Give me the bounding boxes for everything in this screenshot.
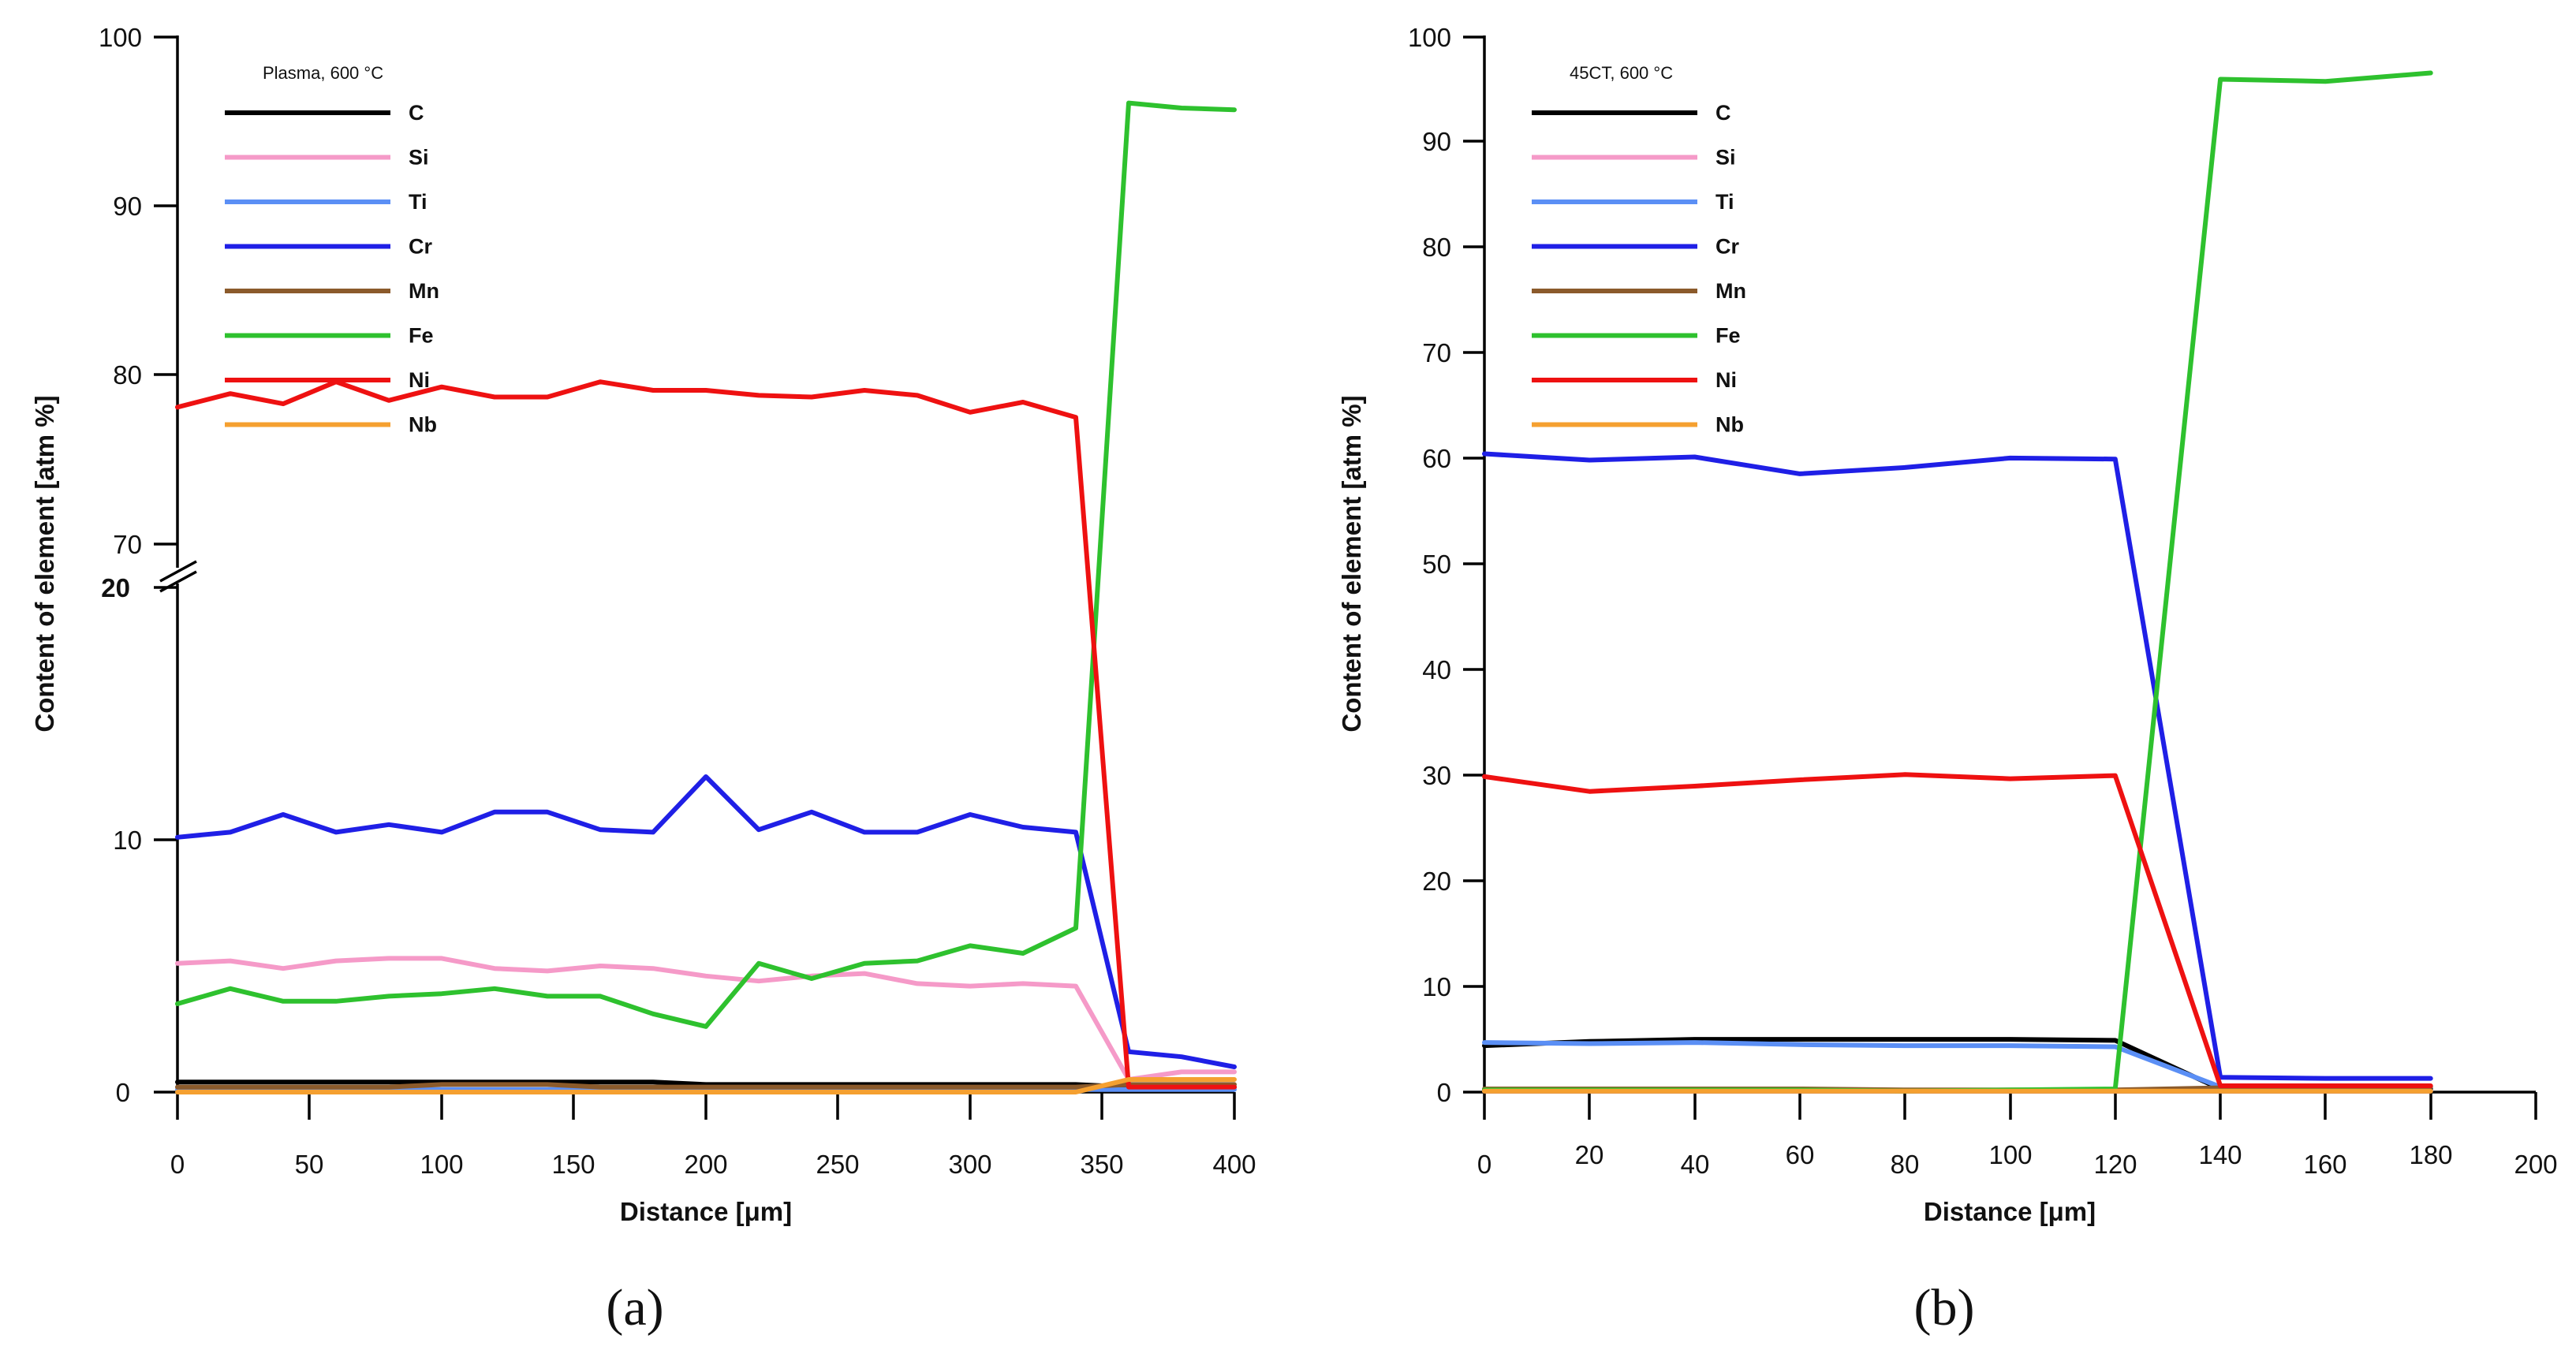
y-axis-label: Content of element [atm %] (30, 395, 59, 732)
legend-label-ni: Ni (409, 368, 430, 392)
y-tick-label: 10 (113, 826, 142, 855)
legend-label-ti: Ti (1715, 190, 1734, 214)
x-tick-label: 200 (2514, 1150, 2557, 1179)
x-tick-label: 180 (2409, 1140, 2452, 1169)
series-group-b (1482, 70, 2433, 1094)
x-tick-label: 60 (1786, 1140, 1815, 1169)
legend-label-si: Si (1715, 146, 1736, 170)
x-tick-label: 100 (1988, 1140, 2032, 1169)
y-tick-label: 0 (116, 1078, 130, 1107)
y-ticks-upper: 70 80 90 100 (99, 23, 177, 559)
x-tick-label: 120 (2093, 1150, 2137, 1179)
legend-label-nb: Nb (409, 413, 437, 437)
legend-label-ni: Ni (1715, 368, 1737, 392)
legend-label-ti: Ti (409, 190, 427, 214)
legend-label-mn: Mn (1715, 279, 1746, 303)
series-line-cr (175, 774, 1237, 1069)
legend-label-fe: Fe (1715, 324, 1741, 348)
y-tick-label: 10 (1422, 972, 1451, 1001)
y-tick-label: 20 (1422, 867, 1451, 896)
series-line-si (175, 956, 1237, 1082)
chart-title: Plasma, 600 °C (263, 63, 383, 83)
y-ticks-lower: 0 10 20 (101, 573, 177, 1107)
x-tick-label: 40 (1681, 1150, 1710, 1179)
y-tick-label: 60 (1422, 444, 1451, 473)
x-tick-label: 300 (948, 1150, 991, 1179)
y-tick-label: 0 (1437, 1078, 1451, 1107)
x-tick-label: 100 (420, 1150, 463, 1179)
chart-title: 45CT, 600 °C (1570, 63, 1673, 83)
x-tick-label: 0 (1477, 1150, 1491, 1179)
chart-panel-b: 0 10 20 30 40 50 60 70 80 90 100 0 20 (1337, 23, 2558, 1337)
x-tick-label: 200 (684, 1150, 727, 1179)
x-tick-label: 250 (816, 1150, 859, 1179)
y-tick-label: 80 (1422, 233, 1451, 262)
x-axis-label: Distance [μm] (1924, 1197, 2096, 1226)
y-tick-label: 90 (113, 192, 142, 221)
series-group-a (175, 100, 1237, 1094)
legend-label-cr: Cr (1715, 235, 1739, 259)
axis-break-mark (159, 560, 197, 583)
legend-label-c: C (1715, 101, 1731, 125)
y-tick-label: 90 (1422, 127, 1451, 156)
legend-b: 45CT, 600 °C C Si Ti Cr Mn Fe Ni Nb (1532, 63, 1746, 437)
series-line-c (175, 1079, 1237, 1090)
legend-label-mn: Mn (409, 279, 439, 303)
series-line-ni (1482, 772, 2433, 1088)
legend-label-cr: Cr (409, 235, 432, 259)
x-tick-label: 50 (295, 1150, 324, 1179)
y-tick-label: 50 (1422, 550, 1451, 579)
panel-caption-b: (b) (1914, 1279, 1975, 1337)
chart-panel-a: 70 80 90 100 0 10 20 0 50 100 (30, 23, 1256, 1337)
x-tick-label: 400 (1212, 1150, 1256, 1179)
series-line-cr (1482, 451, 2433, 1081)
y-ticks: 0 10 20 30 40 50 60 70 80 90 100 (1408, 23, 1484, 1107)
x-ticks: 0 50 100 150 200 250 300 350 400 (170, 1092, 1256, 1179)
x-tick-label: 0 (170, 1150, 185, 1179)
series-line-mn (175, 1082, 1237, 1090)
y-tick-label: 70 (113, 530, 142, 559)
legend-label-c: C (409, 101, 424, 125)
x-tick-label: 150 (551, 1150, 595, 1179)
y-tick-label: 30 (1422, 761, 1451, 790)
legend-label-nb: Nb (1715, 413, 1744, 437)
x-tick-label: 80 (1891, 1150, 1920, 1179)
legend-label-fe: Fe (409, 324, 434, 348)
x-ticks: 0 20 40 60 80 100 120 140 160 180 200 (1477, 1092, 2558, 1179)
x-tick-label: 350 (1080, 1150, 1123, 1179)
y-tick-label: 20 (101, 573, 130, 602)
y-axis-label: Content of element [atm %] (1337, 395, 1366, 732)
y-tick-label: 80 (113, 360, 142, 390)
x-tick-label: 140 (2198, 1140, 2242, 1169)
series-line-fe (175, 100, 1237, 1029)
x-axis-label: Distance [μm] (620, 1197, 792, 1226)
series-line-fe (1482, 70, 2433, 1094)
y-tick-label: 100 (99, 23, 142, 52)
panel-caption-a: (a) (606, 1279, 663, 1337)
x-tick-label: 160 (2303, 1150, 2346, 1179)
y-tick-label: 40 (1422, 655, 1451, 684)
y-tick-label: 100 (1408, 23, 1451, 52)
legend-label-si: Si (409, 146, 429, 170)
series-line-nb (175, 1077, 1237, 1094)
series-line-ni (175, 379, 1237, 1090)
legend-a: Plasma, 600 °C C Si Ti Cr Mn Fe Ni Nb (225, 63, 439, 437)
x-tick-label: 20 (1575, 1140, 1604, 1169)
y-tick-label: 70 (1422, 338, 1451, 367)
